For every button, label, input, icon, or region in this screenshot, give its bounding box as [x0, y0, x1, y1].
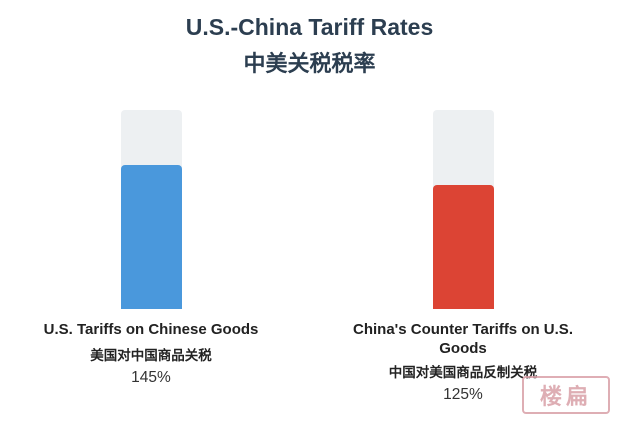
- bar: [432, 184, 494, 309]
- bar: [120, 164, 182, 309]
- chart-subtitle: 中美关税税率: [243, 52, 376, 77]
- category-label-cn: 美国对中国商品关税: [90, 348, 212, 364]
- chart-title: U.S.-China Tariff Rates: [185, 14, 434, 40]
- category-label-cn: 中国对美国商品反制关税: [388, 365, 538, 381]
- value-label: 145%: [131, 369, 171, 386]
- category-label: U.S. Tariffs on Chinese Goods: [43, 321, 259, 338]
- watermark-stamp: 楼扁: [522, 376, 610, 414]
- value-label: 125%: [443, 386, 483, 403]
- category-label: China's Counter Tariffs on U.S. Goods: [353, 321, 573, 357]
